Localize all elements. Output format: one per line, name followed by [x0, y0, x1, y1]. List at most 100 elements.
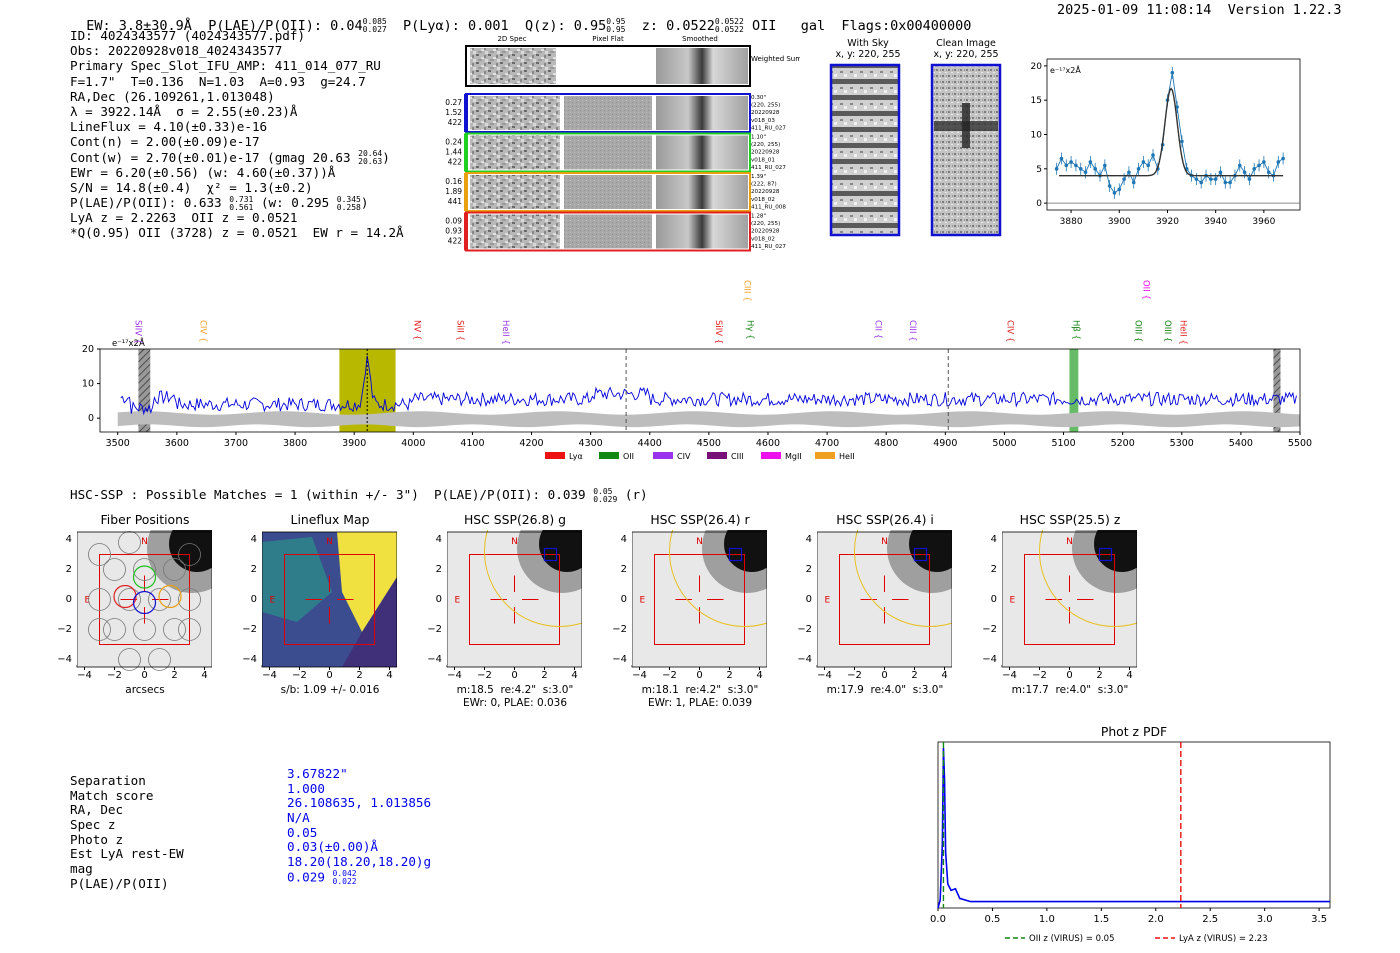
info-id: ID: 4024343577 (4024343577.pdf) [70, 28, 306, 43]
match-label-score: Match score [70, 787, 154, 803]
panel-xtick-label: 4 [201, 670, 208, 681]
info-plae-w: (w: 0.295 [260, 195, 330, 211]
match-label-radec: RA, Dec [70, 802, 124, 818]
spectrum-line-label: SiIV { [132, 320, 142, 344]
clean-header: Clean Image x, y: 220, 255 [916, 38, 1016, 60]
panel-title: HSC SSP(26.4) r [650, 512, 750, 527]
cutout-smoothed [656, 214, 748, 249]
zoom-ytick-label: 0 [1036, 199, 1042, 209]
spectrum-line-label: Hγ { [744, 320, 754, 340]
panel-xtick-label: −4 [447, 670, 462, 681]
panel-match-ellipse [485, 530, 591, 627]
panel-title: Fiber Positions [100, 512, 190, 527]
info-plae-w-hi: 0.345 [336, 194, 361, 204]
panel-caption: m:17.7 re:4.0" s:3.0" [1011, 684, 1129, 696]
hsc-header: HSC-SSP : Possible Matches = 1 (within +… [70, 487, 648, 504]
panel-ytick-label: 0 [250, 593, 257, 605]
fiber-circle [88, 588, 111, 611]
with-sky-image [829, 63, 901, 237]
match-plae-hi: 0.042 [332, 868, 357, 878]
info-radec: RA,Dec (26.109261,1.013048) [70, 88, 275, 104]
panel-image: NE [995, 530, 1145, 715]
panel-aperture-box [99, 554, 190, 645]
panel-clip-left [995, 530, 1002, 665]
panel-ytick-label: 0 [435, 593, 442, 605]
fiber-circle [118, 531, 141, 554]
spectrum-legend-swatch [545, 452, 565, 459]
cutout-detail: 411_RU_008 [751, 204, 786, 210]
zoom-ytick-label: 15 [1031, 96, 1042, 106]
match-value-plae-row: 0.029 0.042 0.022 [287, 868, 431, 885]
zoom-data-point [1088, 160, 1093, 164]
panel-catalog-box [1098, 547, 1113, 562]
panel-xtick-label: 2 [1096, 670, 1103, 681]
panel-ytick-label: −2 [57, 623, 72, 635]
cutout-2d-spec [470, 135, 560, 170]
cutout-color-bar [464, 173, 468, 211]
spectrum-xtick-label: 4900 [933, 438, 957, 449]
cutout-pixel-flat [564, 214, 652, 249]
match-label-separation: Separation [70, 773, 146, 788]
match-value-radec: 26.108635, 1.013856 [287, 795, 432, 811]
match-value-photoz: 0.05 [287, 824, 318, 840]
info-primary: Primary Spec_Slot_IFU_AMP: 411_014_077_R… [70, 58, 381, 74]
panel-image: NE [810, 530, 960, 715]
spectrum-xtick-label: 4200 [519, 438, 543, 449]
spectrum-line-label: CIII { [741, 280, 751, 302]
cutout-detail: 0.30" [751, 95, 766, 101]
header-plya: P(Lyα): 0.001 [403, 18, 509, 34]
spectrum-line-label: Hβ { [1071, 320, 1081, 340]
fiber-circle [178, 618, 201, 641]
match-value-score: 1.000 [287, 780, 325, 796]
timestamp: 2025-01-09 11:08:14 [1057, 2, 1212, 18]
info-plae-w-lo: 0.258 [336, 202, 361, 212]
spectrum-xtick-label: 5500 [1288, 438, 1312, 449]
panel-ytick-label: 4 [65, 533, 72, 545]
fiber-circle-green [132, 565, 157, 589]
zoom-data-point [1257, 163, 1261, 168]
spectrum-line-label: OIII { [1133, 320, 1143, 342]
pdf-xtick-label: 2.5 [1202, 914, 1218, 925]
pdf-line [937, 747, 1330, 909]
cutout-detail: v018_02 [751, 197, 775, 203]
with-sky-header: With Sky x, y: 220, 255 [818, 38, 918, 60]
fiber-circle-orange [158, 584, 182, 609]
spectrum-legend-label: CIII [731, 452, 744, 461]
zoom-ytick-label: 20 [1031, 62, 1043, 72]
panel-xtick-label: 4 [941, 670, 948, 681]
header-plae-hi: 0.085 [362, 17, 387, 26]
panel-xtick-label: 4 [1126, 670, 1133, 681]
spectrum-legend-label: CIV [677, 452, 691, 461]
panel-caption: arcsecs [125, 684, 165, 696]
panel-clip-right [952, 530, 960, 715]
panel-clip-left [625, 530, 632, 665]
cutout-detail: 411_RU_027 [751, 125, 786, 131]
cutout-detail: 411_RU_027 [751, 244, 786, 250]
panel-ytick-label: −4 [242, 653, 257, 665]
fiber-circle [178, 543, 201, 566]
panel-clip-right [582, 530, 590, 715]
spectrum-xtick-label: 3700 [224, 438, 248, 449]
zoom-data-point [1218, 170, 1223, 175]
panel-aperture-box [469, 554, 560, 645]
panel-caption-2: EWr: 1, PLAE: 0.039 [647, 697, 753, 709]
weighted-2d-image [470, 48, 556, 84]
header-z-line: OII [751, 18, 777, 34]
spectrum-line-label: OIII { [1162, 320, 1172, 342]
cutout-detail: v018_01 [751, 157, 775, 163]
panel-aperture-box [654, 554, 745, 645]
panel-xtick-label: −4 [817, 670, 832, 681]
fiber-circle [133, 558, 156, 581]
cutout-color-bar [464, 133, 468, 172]
panel-xtick-label: 0 [881, 670, 888, 681]
zoom-data-point [1266, 170, 1271, 175]
cutout-detail: 1.28" [751, 214, 766, 220]
panel-ytick-label: 2 [435, 563, 442, 575]
zoom-data-point [1151, 153, 1155, 157]
panel-ytick-label: −4 [612, 653, 627, 665]
cutout-detail: (220, 255) [751, 221, 780, 227]
pdf-xtick-label: 0.0 [930, 914, 946, 925]
zoom-xtick-label: 3960 [1252, 217, 1275, 227]
zoom-data-point [1122, 177, 1126, 181]
match-label-lya-ew: Est LyA rest-EW [70, 846, 184, 862]
